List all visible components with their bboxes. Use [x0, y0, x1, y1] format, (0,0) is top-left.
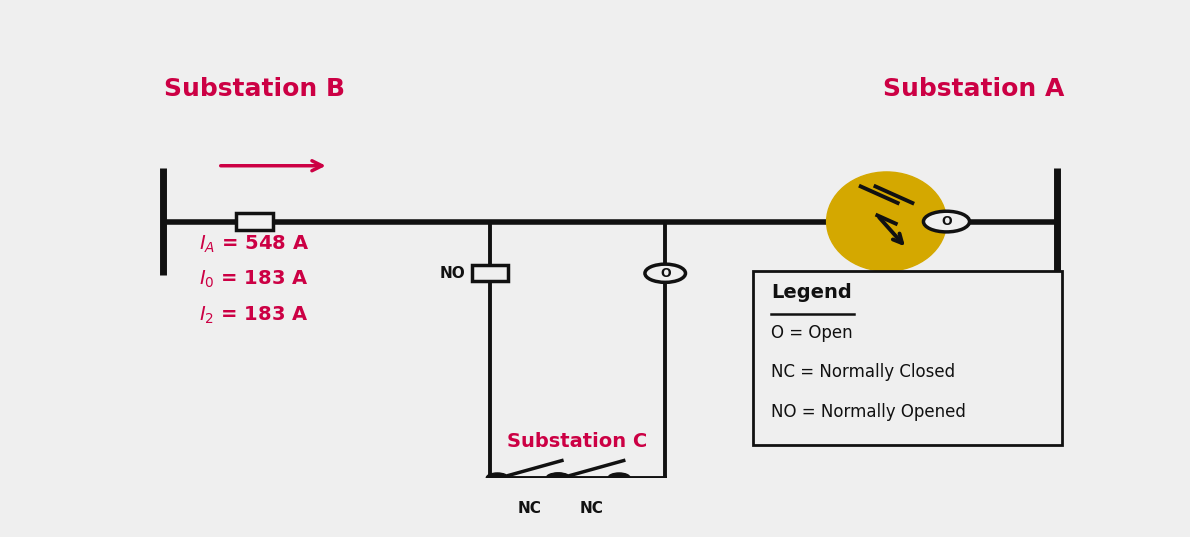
Bar — [753, 271, 1061, 445]
Text: Substation A: Substation A — [883, 77, 1065, 101]
Text: NC: NC — [518, 500, 541, 516]
Text: O: O — [941, 215, 952, 228]
Circle shape — [549, 473, 570, 483]
Text: $I_0$ = 183 A: $I_0$ = 183 A — [200, 269, 309, 291]
Text: NO: NO — [439, 266, 465, 281]
Text: Legend: Legend — [771, 283, 852, 302]
Bar — [237, 213, 274, 230]
Text: NC = Normally Closed: NC = Normally Closed — [771, 364, 956, 381]
Text: O: O — [660, 267, 670, 280]
Circle shape — [546, 473, 569, 483]
Text: O = Open: O = Open — [771, 324, 853, 342]
Circle shape — [645, 264, 685, 282]
Text: $I_2$ = 183 A: $I_2$ = 183 A — [200, 304, 309, 325]
Text: Substation C: Substation C — [507, 432, 647, 451]
Ellipse shape — [827, 172, 946, 271]
Text: Substation B: Substation B — [164, 77, 345, 101]
Text: NC: NC — [580, 500, 603, 516]
Circle shape — [487, 473, 508, 483]
Text: NO = Normally Opened: NO = Normally Opened — [771, 403, 966, 420]
Circle shape — [923, 211, 970, 232]
Bar — [472, 265, 507, 281]
Text: $I_A$ = 548 A: $I_A$ = 548 A — [200, 234, 309, 255]
Circle shape — [608, 473, 631, 483]
